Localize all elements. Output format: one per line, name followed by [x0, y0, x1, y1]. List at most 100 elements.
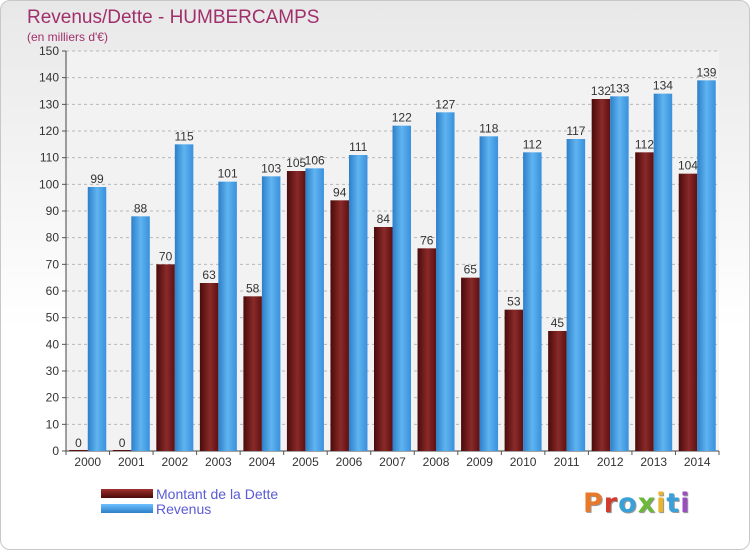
y-tick-label: 70 — [46, 257, 60, 271]
x-tick-label: 2009 — [466, 455, 493, 469]
x-tick-label: 2000 — [74, 455, 101, 469]
y-tick-label: 10 — [46, 417, 60, 431]
data-label-revenue: 103 — [261, 161, 281, 175]
data-label-revenue: 122 — [392, 111, 412, 125]
bar-revenue — [697, 80, 716, 451]
data-label-revenue: 115 — [175, 129, 194, 143]
x-tick-label: 2013 — [640, 455, 667, 469]
y-tick-label: 30 — [46, 364, 60, 378]
bar-revenue — [305, 168, 324, 452]
bar-revenue — [174, 144, 194, 452]
x-tick-label: 2014 — [684, 455, 711, 469]
y-tick-label: 0 — [52, 444, 59, 458]
bar-debt — [199, 283, 219, 451]
x-tick-label: 2001 — [118, 455, 145, 469]
x-tick-label: 2008 — [423, 455, 450, 469]
proxiti-logo: Proxiti — [583, 488, 691, 519]
bar-debt — [461, 277, 480, 451]
x-tick-label: 2004 — [249, 455, 276, 469]
bar-revenue — [479, 136, 499, 452]
legend-swatch-debt — [101, 489, 153, 498]
legend-label-revenue: Revenus — [156, 501, 212, 517]
x-tick-label: 2005 — [292, 455, 319, 469]
bar-debt — [635, 152, 654, 452]
data-label-debt: 112 — [635, 137, 654, 151]
bar-debt — [243, 296, 262, 451]
chart-subtitle: (en milliers d'€) — [27, 30, 108, 44]
x-tick-label: 2002 — [161, 455, 188, 469]
data-label-debt: 105 — [286, 156, 306, 170]
bar-revenue — [131, 216, 150, 451]
bar-revenue — [566, 139, 586, 451]
bar-revenue — [610, 96, 629, 451]
data-label-debt: 84 — [377, 212, 391, 226]
bar-revenue — [87, 187, 107, 451]
y-tick-label: 80 — [46, 231, 60, 245]
bar-debt — [286, 171, 306, 451]
data-label-revenue: 111 — [349, 140, 368, 154]
bar-revenue — [218, 181, 237, 451]
data-label-revenue: 112 — [523, 137, 542, 151]
x-tick-label: 2012 — [597, 455, 624, 469]
data-label-debt: 94 — [333, 185, 347, 199]
bar-debt — [112, 450, 132, 451]
data-label-revenue: 139 — [696, 65, 716, 79]
legend-label-debt: Montant de la Dette — [156, 486, 279, 502]
bar-revenue — [348, 155, 368, 451]
bar-debt — [678, 173, 698, 451]
bar-debt — [504, 309, 524, 451]
data-label-revenue: 118 — [479, 121, 498, 135]
data-label-debt: 76 — [420, 233, 434, 247]
bar-revenue — [392, 125, 411, 452]
data-label-debt: 45 — [551, 316, 565, 330]
y-tick-label: 50 — [46, 311, 60, 325]
data-label-debt: 0 — [75, 436, 82, 450]
bar-debt — [374, 227, 393, 451]
data-label-debt: 0 — [119, 436, 126, 450]
x-tick-label: 2003 — [205, 455, 232, 469]
bar-debt — [548, 331, 567, 451]
data-label-revenue: 88 — [134, 201, 148, 215]
data-label-revenue: 134 — [653, 79, 673, 93]
y-tick-label: 110 — [40, 151, 59, 165]
bar-debt — [156, 264, 175, 451]
bar-debt — [417, 248, 437, 451]
y-tick-label: 60 — [46, 284, 60, 298]
data-label-debt: 104 — [678, 159, 698, 173]
y-tick-label: 100 — [39, 177, 59, 191]
data-label-revenue: 99 — [90, 172, 104, 186]
x-tick-label: 2011 — [554, 455, 580, 469]
bar-revenue — [523, 152, 542, 452]
x-tick-label: 2007 — [379, 455, 406, 469]
data-label-debt: 63 — [202, 268, 216, 282]
data-label-revenue: 127 — [435, 97, 455, 111]
data-label-debt: 53 — [507, 295, 521, 309]
data-label-debt: 58 — [246, 281, 260, 295]
y-tick-label: 140 — [39, 71, 59, 85]
x-tick-label: 2010 — [510, 455, 537, 469]
legend-swatch-revenue — [101, 504, 153, 513]
chart-title: Revenus/Dette - HUMBERCAMPS — [27, 7, 320, 28]
y-tick-label: 90 — [46, 204, 60, 218]
data-label-revenue: 106 — [305, 153, 325, 167]
data-label-revenue: 101 — [218, 167, 238, 181]
bar-debt — [591, 99, 611, 451]
data-label-debt: 70 — [159, 249, 173, 263]
bar-revenue — [436, 112, 455, 451]
bar-debt — [330, 200, 349, 451]
y-tick-label: 130 — [39, 97, 59, 111]
bar-debt — [69, 450, 88, 451]
bar-revenue — [261, 176, 281, 452]
x-tick-label: 2006 — [336, 455, 363, 469]
data-label-revenue: 133 — [609, 81, 629, 95]
data-label-debt: 132 — [591, 84, 611, 98]
y-tick-label: 20 — [46, 391, 60, 405]
y-tick-label: 150 — [39, 44, 59, 58]
bar-revenue — [653, 93, 673, 452]
y-tick-label: 120 — [39, 124, 59, 138]
data-label-revenue: 117 — [566, 124, 585, 138]
data-label-debt: 65 — [464, 263, 478, 277]
y-tick-label: 40 — [46, 337, 60, 351]
